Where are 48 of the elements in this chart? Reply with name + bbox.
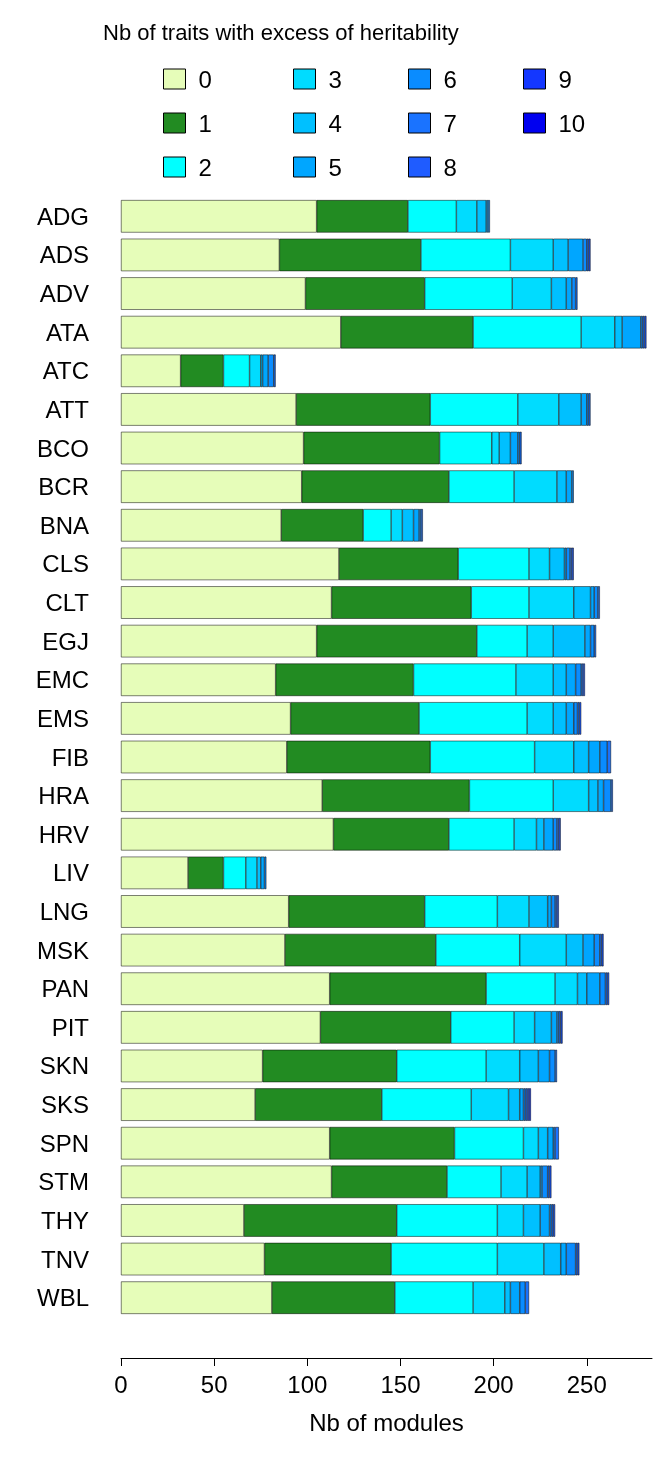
y-tick-label: CLS [42, 550, 89, 578]
y-tick-label: SPN [39, 1129, 89, 1157]
legend-label: 5 [328, 153, 342, 181]
y-tick-label: HRA [38, 782, 89, 810]
x-tick-label: 200 [473, 1370, 514, 1398]
y-tick-label: ATC [42, 357, 89, 385]
y-tick-label: ADG [36, 202, 89, 230]
legend-label: 9 [558, 65, 572, 93]
y-tick-label: EMC [35, 666, 89, 694]
legend-label: 2 [198, 153, 212, 181]
x-tick-label: 0 [114, 1370, 128, 1398]
y-tick-label: THY [41, 1206, 89, 1234]
y-tick-label: LNG [39, 897, 89, 925]
y-tick-label: WBL [36, 1284, 89, 1312]
x-tick-label: 250 [566, 1370, 607, 1398]
y-tick-label: SKS [40, 1091, 89, 1119]
legend-label: 1 [198, 109, 212, 137]
y-tick-label: LIV [52, 859, 89, 887]
y-tick-label: EGJ [42, 627, 89, 655]
y-tick-label: BNA [39, 511, 89, 539]
legend-label: 0 [198, 65, 212, 93]
y-tick-label: FIB [51, 743, 89, 771]
y-tick-label: EMS [36, 704, 89, 732]
y-tick-label: MSK [36, 936, 89, 964]
legend-label: 3 [328, 65, 342, 93]
y-tick-label: TNV [41, 1245, 89, 1273]
y-tick-label: ATT [45, 395, 90, 423]
y-tick-label: BCO [36, 434, 89, 462]
y-tick-label: ADS [39, 241, 89, 269]
y-tick-label: ADV [39, 280, 89, 308]
y-tick-label: PAN [41, 975, 89, 1003]
legend-label: 6 [443, 65, 457, 93]
y-tick-label: BCR [38, 473, 89, 501]
y-tick-label: PIT [51, 1013, 90, 1041]
x-tick-label: 150 [380, 1370, 421, 1398]
y-tick-label: STM [38, 1168, 89, 1196]
y-tick-label: ATA [45, 318, 89, 346]
x-tick-label: 100 [287, 1370, 328, 1398]
y-tick-label: HRV [38, 820, 89, 848]
x-tick-label: 50 [200, 1370, 228, 1398]
x-axis-title: Nb of modules [309, 1408, 464, 1436]
y-tick-label: CLT [45, 589, 90, 617]
legend-title: Nb of traits with excess of heritability [103, 19, 459, 45]
legend-label: 10 [558, 109, 586, 137]
legend-label: 7 [443, 109, 457, 137]
legend-label: 4 [328, 109, 342, 137]
legend-label: 8 [443, 153, 457, 181]
y-tick-label: SKN [39, 1052, 89, 1080]
